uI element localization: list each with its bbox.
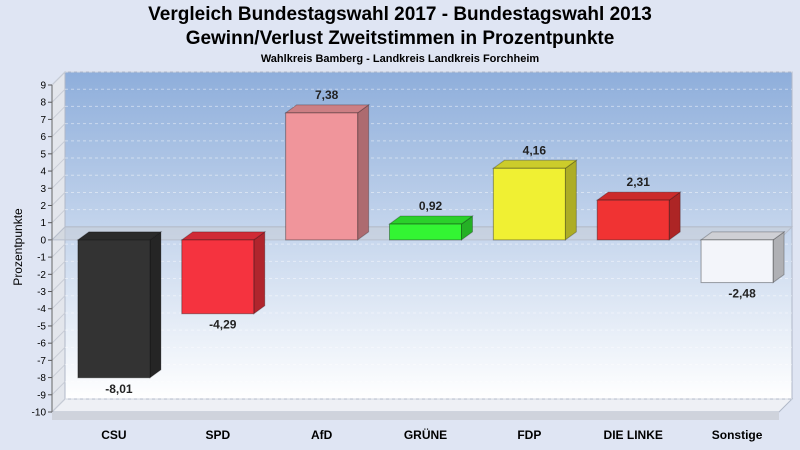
y-tick-label: -5	[37, 321, 46, 332]
grid-line-side	[51, 329, 66, 344]
data-label: 4,16	[523, 143, 547, 157]
y-tick-label: 7	[40, 115, 46, 126]
plot-floor	[50, 398, 794, 413]
bar-front	[389, 223, 462, 241]
plot-floor-edge	[52, 412, 779, 420]
data-label: 2,31	[627, 175, 651, 189]
bar-top	[180, 231, 267, 241]
grid-line-side	[51, 209, 66, 224]
x-tick-label: GRÜNE	[404, 427, 447, 442]
grid-line-side	[51, 174, 66, 189]
bar-front	[492, 167, 566, 241]
bar-front	[77, 239, 151, 379]
y-tick-label: 8	[40, 98, 46, 109]
bar-top	[491, 159, 578, 169]
data-label: 7,38	[315, 88, 339, 102]
grid-line-side	[51, 192, 66, 206]
bar-spd	[180, 230, 267, 315]
y-tick-label: 3	[40, 184, 46, 195]
y-tick-label: -3	[37, 287, 46, 298]
bar-front	[181, 239, 255, 315]
plot-side-wall	[51, 70, 66, 414]
grid-line-side	[51, 381, 66, 396]
y-tick-label: -9	[37, 390, 46, 401]
y-tick-label: -8	[37, 373, 46, 384]
bar-side	[149, 230, 162, 379]
bar-side	[357, 103, 370, 241]
bar-sonstige	[699, 230, 786, 284]
grid-line-side	[51, 295, 66, 310]
x-tick-label: AfD	[311, 428, 333, 442]
bar-fdp	[491, 159, 578, 241]
y-tick-label: -10	[32, 408, 47, 419]
bar-top	[387, 215, 475, 225]
chart-title-line2: Gewinn/Verlust Zweitstimmen in Prozentpu…	[185, 28, 615, 49]
grid-line-side	[51, 312, 66, 327]
x-tick-label: SPD	[205, 428, 230, 442]
y-tick-label: 5	[40, 149, 46, 160]
grid-line-side	[51, 106, 66, 120]
bar-front	[596, 199, 670, 241]
grid-line-side	[51, 140, 66, 155]
grid-line-side	[51, 347, 66, 361]
bar-top	[595, 191, 682, 201]
grid-line-side	[51, 123, 66, 137]
bar-side	[772, 230, 785, 284]
grid-line-side	[51, 398, 66, 413]
bar-top	[76, 231, 163, 241]
x-tick-label: Sonstige	[712, 428, 763, 442]
y-tick-label: 9	[40, 81, 46, 92]
y-tick-label: -6	[37, 339, 46, 350]
y-tick-label: 2	[40, 201, 46, 212]
y-tick-label: -2	[37, 270, 46, 281]
bar-side	[564, 159, 577, 241]
grid-line-side	[51, 278, 66, 292]
y-tick-label: -4	[37, 304, 46, 315]
grid-line-side	[51, 260, 66, 275]
bar-afd	[284, 103, 371, 241]
data-label: -8,01	[105, 382, 133, 396]
data-label: 0,92	[419, 199, 443, 213]
grid-line-side	[51, 364, 66, 378]
y-axis-label: Prozentpunkte	[11, 208, 25, 286]
y-tick-label: 4	[40, 167, 46, 178]
grid-line-side	[51, 71, 66, 86]
y-tick-label: 1	[40, 218, 46, 229]
x-tick-label: FDP	[517, 428, 541, 442]
grid-line-side	[51, 88, 66, 103]
bar-csu	[76, 230, 163, 379]
y-tick-label: -1	[37, 253, 46, 264]
bar-front	[285, 112, 359, 241]
x-tick-label: CSU	[101, 428, 126, 442]
bar-top	[284, 104, 371, 114]
y-tick-label: 6	[40, 132, 46, 143]
bar-grüne	[387, 215, 475, 241]
data-label: -4,29	[209, 318, 237, 332]
bar-front	[700, 239, 774, 284]
y-tick-label: 0	[40, 235, 46, 246]
grid-line-side	[51, 243, 66, 258]
bar-top	[699, 231, 786, 241]
chart-title: Vergleich Bundestagswahl 2017 - Bundesta…	[148, 4, 652, 25]
bar-die-linke	[595, 191, 682, 241]
x-tick-label: DIE LINKE	[604, 428, 663, 442]
chart-subtitle: Wahlkreis Bamberg - Landkreis Landkreis …	[260, 53, 540, 65]
data-label: -2,48	[728, 287, 756, 301]
grid-line-side	[51, 157, 66, 172]
y-tick-label: -7	[37, 356, 46, 367]
bar-side	[253, 230, 266, 315]
